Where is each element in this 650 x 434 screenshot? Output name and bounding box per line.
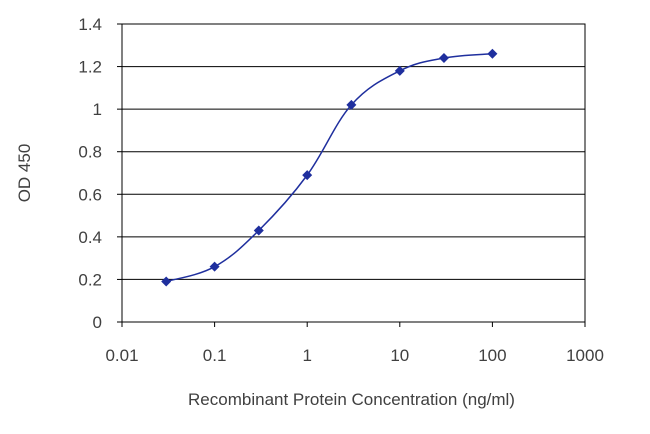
- y-tick-label: 1.4: [78, 15, 102, 34]
- x-tick-label: 0.1: [203, 346, 227, 365]
- x-tick-label: 1: [302, 346, 311, 365]
- data-point: [302, 170, 313, 181]
- data-point: [438, 53, 449, 64]
- y-tick-label: 1: [93, 100, 102, 119]
- data-points: [161, 48, 498, 287]
- data-point: [161, 276, 172, 287]
- gridlines: [122, 66, 585, 280]
- y-tick-label: 1.2: [78, 58, 102, 77]
- data-point: [209, 261, 220, 272]
- y-tick-label: 0.8: [78, 143, 102, 162]
- y-tick-label: 0.4: [78, 228, 102, 247]
- x-tick-label: 10: [390, 346, 409, 365]
- plot-area: [121, 23, 586, 323]
- y-axis-title: OD 450: [15, 144, 34, 203]
- x-axis-title: Recombinant Protein Concentration (ng/ml…: [188, 390, 515, 409]
- y-tick-label: 0: [93, 313, 102, 332]
- y-tick-label: 0.6: [78, 185, 102, 204]
- x-tick-label: 100: [478, 346, 506, 365]
- y-tick-label: 0.2: [78, 270, 102, 289]
- data-point: [253, 225, 264, 236]
- data-point: [487, 48, 498, 59]
- x-tick-label: 1000: [566, 346, 604, 365]
- data-point: [394, 65, 405, 76]
- series-line: [165, 53, 493, 283]
- x-tick-label: 0.01: [105, 346, 138, 365]
- x-axis-ticks: 0.01 0.1 1 10 100 1000: [105, 322, 604, 365]
- y-axis-ticks: 0 0.2 0.4 0.6 0.8 1 1.2 1.4: [78, 15, 122, 332]
- data-point: [346, 99, 357, 110]
